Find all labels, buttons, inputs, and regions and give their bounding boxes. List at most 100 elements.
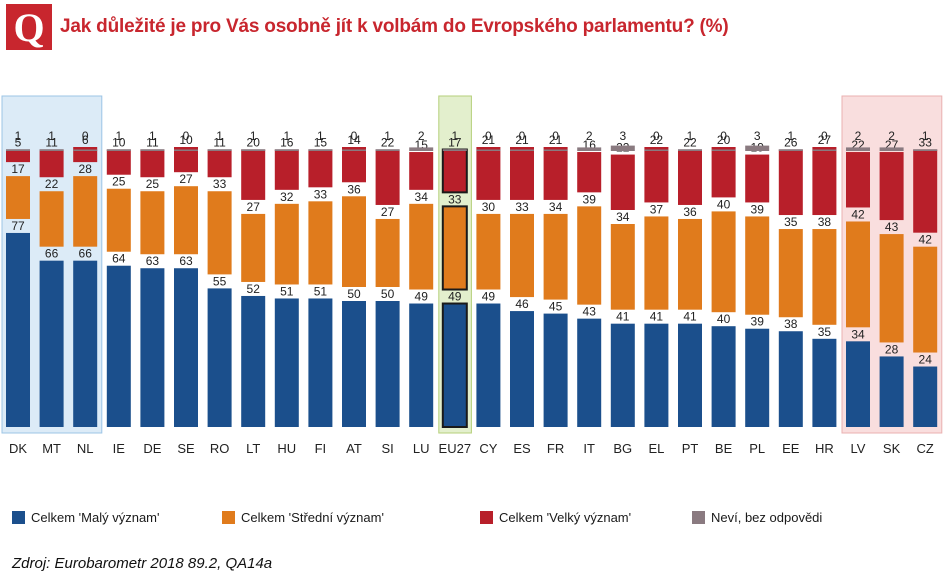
label-large-CY: 21: [482, 133, 496, 147]
bar-large-PT: [678, 149, 702, 205]
source-note: Zdroj: Eurobarometr 2018 89.2, QA14a: [12, 555, 273, 572]
bar-medium-RO: [207, 191, 232, 275]
bar-small-NL: [73, 260, 98, 427]
category-label-LT: LT: [246, 441, 260, 456]
bar-large-DK: [6, 149, 30, 163]
bar-large-HR: [812, 147, 837, 216]
label-dontknow-LV: 2: [855, 129, 862, 143]
bar-small-AT: [342, 301, 366, 427]
label-large-IE: 10: [112, 136, 126, 150]
legend: Celkem 'Malý význam' Celkem 'Střední výz…: [12, 510, 822, 525]
bar-dontknow-LU: [409, 147, 434, 151]
bar-large-IE: [106, 149, 131, 175]
bar-dontknow-BG: [610, 145, 635, 151]
label-dontknow-BE: 0: [720, 129, 727, 143]
label-small-ES: 46: [515, 297, 529, 311]
label-medium-IE: 25: [112, 175, 126, 189]
bar-medium-EL: [644, 216, 669, 310]
bar-large-AT: [342, 147, 366, 183]
label-medium-PL: 39: [751, 202, 765, 216]
bar-small-HU: [274, 298, 299, 427]
bar-large-CY: [476, 147, 501, 200]
bar-dontknow-SI: [375, 149, 400, 151]
bar-large-LV: [846, 152, 870, 208]
label-small-PT: 41: [683, 310, 697, 324]
bar-large-MT: [39, 149, 64, 178]
label-dontknow-NL: 0: [82, 129, 89, 143]
label-medium-FI: 33: [314, 187, 328, 201]
bar-medium-PL: [745, 216, 770, 315]
label-dontknow-FR: 0: [552, 129, 559, 143]
q-logo-icon: Q: [6, 4, 52, 50]
label-medium-NL: 28: [79, 162, 93, 176]
label-large-DE: 11: [146, 136, 159, 150]
bar-medium-NL: [73, 176, 98, 247]
bar-medium-LV: [846, 221, 870, 328]
label-small-EE: 38: [784, 317, 798, 331]
bar-small-FR: [543, 313, 568, 427]
bar-dontknow-EL: [644, 149, 669, 151]
label-large-SI: 22: [381, 136, 395, 150]
bar-medium-FI: [308, 201, 333, 285]
bar-medium-LU: [409, 203, 434, 290]
label-medium-LU: 34: [415, 190, 429, 204]
bar-dontknow-PT: [678, 149, 702, 151]
label-large-SE: 10: [179, 133, 193, 147]
label-large-FR: 21: [549, 133, 563, 147]
bar-small-CY: [476, 303, 501, 427]
label-dontknow-DK: 1: [15, 129, 22, 143]
bar-small-DE: [140, 268, 165, 427]
label-medium-EL: 37: [650, 202, 664, 216]
bar-small-EL: [644, 323, 669, 427]
bar-small-LU: [409, 303, 434, 427]
bar-large-FR: [543, 147, 568, 200]
legend-item-medium: Celkem 'Střední význam': [222, 510, 480, 525]
label-small-CY: 49: [482, 290, 496, 304]
bar-dontknow-SE: [174, 149, 198, 151]
bar-medium-IE: [106, 188, 131, 252]
legend-label-medium: Celkem 'Střední význam': [241, 510, 384, 525]
label-medium-AT: 36: [347, 182, 361, 196]
bar-large-FI: [308, 149, 333, 188]
bar-dontknow-CY: [476, 149, 501, 151]
label-large-AT: 14: [347, 133, 361, 147]
label-medium-PT: 36: [683, 205, 697, 219]
bar-medium-DE: [140, 191, 165, 255]
label-dontknow-EL: 0: [653, 129, 660, 143]
label-large-LT: 20: [247, 136, 261, 150]
category-label-BE: BE: [715, 441, 733, 456]
label-dontknow-SI: 1: [384, 129, 391, 143]
label-medium-IT: 39: [583, 192, 597, 206]
bar-large-EU27: [441, 148, 468, 194]
bar-dontknow-IE: [106, 149, 131, 151]
label-dontknow-BG: 3: [619, 129, 626, 143]
label-dontknow-AT: 0: [351, 129, 358, 143]
bar-large-NL: [73, 147, 98, 163]
bar-dontknow-DK: [6, 149, 30, 151]
label-dontknow-EU27: 1: [451, 129, 458, 143]
label-small-HR: 35: [818, 325, 832, 339]
bar-medium-SI: [375, 218, 400, 287]
bar-medium-IT: [577, 206, 602, 305]
category-label-EL: EL: [648, 441, 664, 456]
bar-large-EE: [778, 149, 803, 216]
category-label-AT: AT: [346, 441, 362, 456]
bar-large-LU: [409, 152, 434, 190]
label-medium-ES: 33: [515, 200, 529, 214]
category-label-PL: PL: [749, 441, 765, 456]
bar-dontknow-LV: [846, 147, 870, 151]
label-medium-LV: 42: [851, 207, 865, 221]
category-label-SI: SI: [381, 441, 393, 456]
label-medium-SK: 43: [885, 220, 899, 234]
bar-medium-HU: [274, 203, 299, 285]
category-label-ES: ES: [513, 441, 531, 456]
chart-header: Q Jak důležité je pro Vás osobně jít k v…: [6, 4, 729, 50]
bar-dontknow-CZ: [913, 149, 938, 151]
label-small-DE: 63: [146, 254, 160, 268]
bar-large-SI: [375, 149, 400, 205]
label-medium-MT: 22: [45, 177, 59, 191]
bar-large-EL: [644, 147, 669, 203]
bar-medium-EU27: [441, 205, 468, 291]
bar-small-CZ: [913, 366, 938, 427]
bar-large-CZ: [913, 149, 938, 233]
